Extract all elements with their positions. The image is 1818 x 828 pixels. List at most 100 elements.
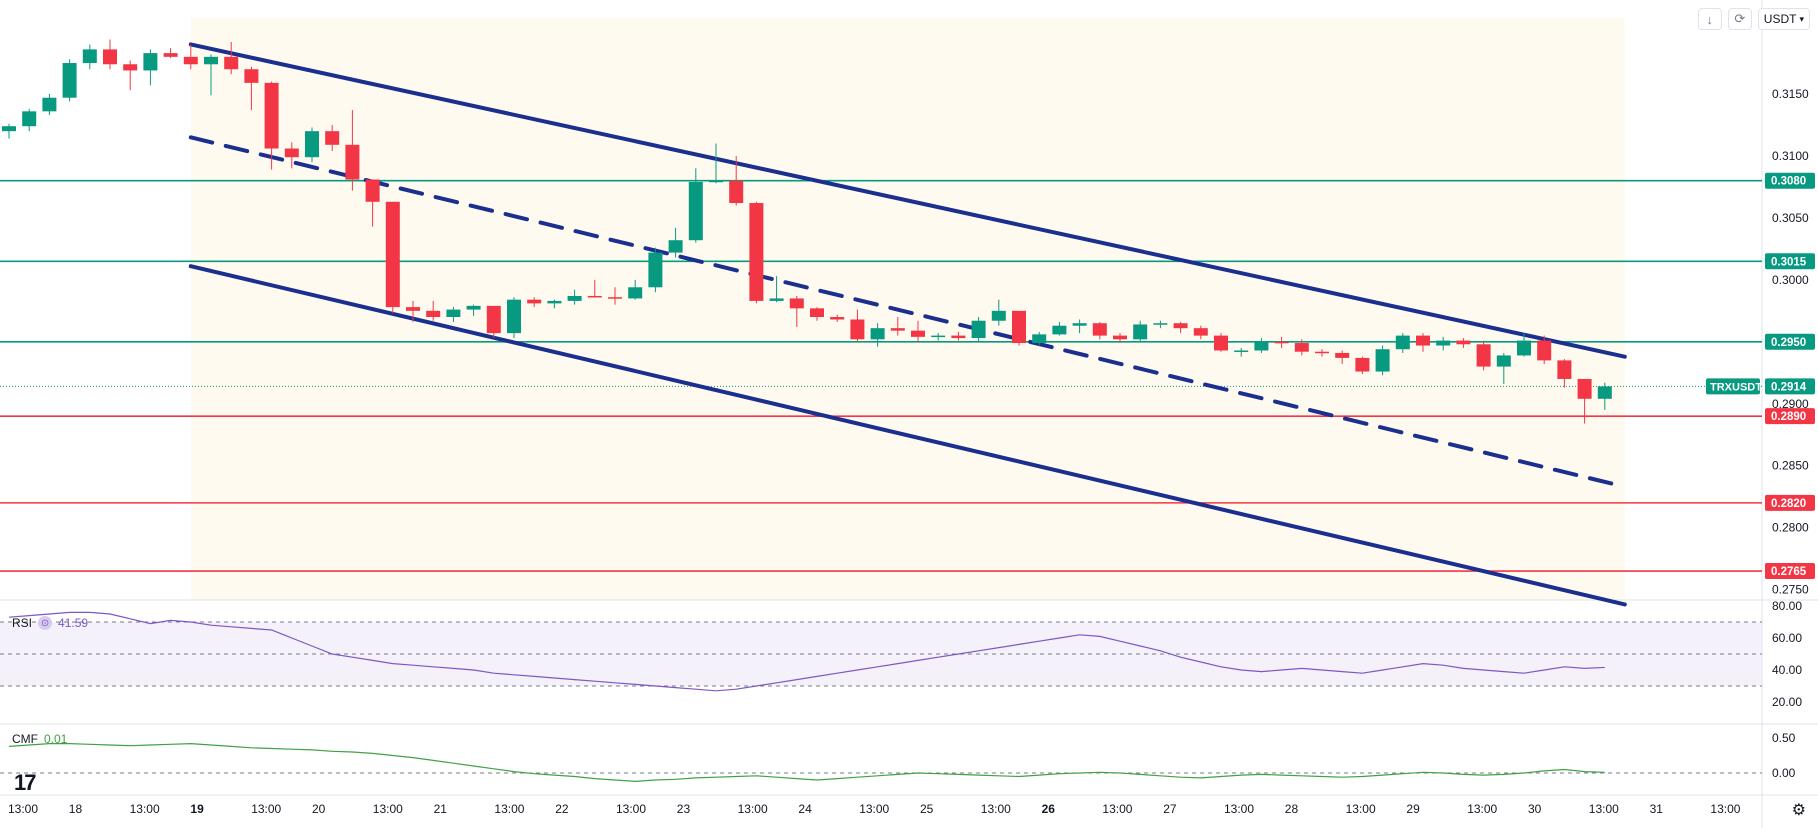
price-tick-label: 0.3050	[1772, 211, 1809, 225]
gear-icon[interactable]: ⚙	[1791, 802, 1806, 819]
candle-body	[1072, 323, 1087, 326]
candle-body	[62, 63, 77, 98]
candle-body	[608, 297, 622, 299]
candle-body	[224, 56, 239, 70]
candle-body	[1335, 352, 1350, 358]
candle-body	[103, 49, 117, 65]
candle-body	[1315, 351, 1329, 354]
candle-body	[1052, 325, 1067, 335]
candle-body	[931, 335, 946, 338]
symbol-tag	[1706, 378, 1760, 395]
rsi-visibility-icon[interactable]: ⊙	[38, 616, 53, 630]
candle-body	[1436, 340, 1451, 346]
candle-body	[385, 201, 400, 308]
candle-body	[547, 300, 562, 304]
time-tick-label: 13:00	[738, 802, 768, 816]
candle-body	[163, 53, 178, 57]
candle-body	[466, 305, 481, 310]
candle-body	[991, 310, 1006, 321]
candle-body	[446, 309, 461, 318]
candle-body	[426, 310, 441, 318]
time-tick-label: 29	[1406, 802, 1420, 816]
price-level-tag-label: 0.3015	[1771, 256, 1807, 268]
time-tick-label: 30	[1528, 802, 1542, 816]
candle-body	[749, 203, 764, 301]
time-tick-label: 24	[798, 802, 812, 816]
channel-middle-line	[188, 135, 1627, 489]
price-level-tag	[1765, 172, 1815, 189]
candle-body	[1577, 378, 1592, 399]
cmf-value: 0.01	[44, 732, 68, 746]
time-tick-label: 31	[1650, 802, 1664, 816]
time-tick-label: 13:00	[1224, 802, 1254, 816]
price-level-tag-label: 0.3080	[1771, 176, 1806, 188]
candle-body	[204, 56, 218, 65]
price-level-tag	[1765, 408, 1815, 425]
time-tick-label: 27	[1163, 802, 1177, 816]
candle-body	[365, 179, 380, 202]
currency-label: USDT	[1763, 12, 1797, 26]
candle-body	[183, 56, 198, 65]
rsi-value: 41.59	[58, 616, 89, 630]
currency-selector[interactable]: USDT ▾	[1757, 8, 1810, 30]
time-tick-label: 19	[190, 802, 204, 816]
time-tick-label: 20	[312, 802, 326, 816]
candle-body	[668, 240, 683, 253]
time-tick-label: 13:00	[1467, 802, 1497, 816]
candle-body	[305, 131, 319, 158]
candle-body	[1113, 335, 1127, 340]
candle-body	[911, 330, 925, 337]
candle-body	[870, 328, 885, 340]
channel-lower-line	[188, 264, 1627, 607]
candle-body	[244, 69, 259, 83]
candle-body	[1537, 340, 1552, 361]
cmf-label: CMF	[12, 732, 38, 746]
rsi-tick-label: 60.00	[1772, 631, 1802, 645]
price-level-tag-label: 0.2820	[1771, 498, 1806, 510]
cmf-tick-label: 0.00	[1772, 766, 1796, 780]
candle-body	[123, 64, 138, 71]
candle-body	[486, 305, 501, 334]
candle-body	[1254, 341, 1269, 351]
time-tick-label: 13:00	[1346, 802, 1376, 816]
cmf-legend[interactable]: CMF 0.01	[12, 732, 67, 746]
refresh-icon[interactable]: ⟳	[1727, 8, 1752, 30]
candle-body	[567, 295, 582, 301]
candle-body	[527, 299, 542, 304]
candle-body	[1294, 343, 1309, 352]
time-tick-label: 28	[1285, 802, 1299, 816]
candle-body	[769, 298, 784, 301]
candle-body	[1597, 386, 1612, 399]
candle-body	[507, 299, 521, 334]
candle-body	[1416, 335, 1430, 346]
candle-body	[143, 53, 158, 71]
candle-body	[82, 49, 97, 64]
candle-body	[789, 298, 804, 309]
price-tick-label: 0.2800	[1772, 521, 1809, 535]
time-tick-label: 18	[69, 802, 83, 816]
price-tick-label: 0.2750	[1772, 583, 1809, 597]
price-tick-label: 0.3150	[1772, 87, 1809, 101]
download-arrow-icon[interactable]: ↓	[1697, 8, 1722, 30]
candle-body	[1032, 334, 1047, 344]
last-price-tag-label: 0.2914	[1771, 381, 1807, 393]
last-price-tag	[1765, 378, 1815, 395]
channel-upper-line	[188, 42, 1627, 359]
candle-body	[890, 328, 905, 331]
chevron-down-icon: ▾	[1799, 13, 1804, 24]
candle-body	[729, 180, 744, 204]
candle-body	[1375, 349, 1390, 372]
time-tick-label: 13:00	[616, 802, 646, 816]
candle-body	[1092, 323, 1107, 336]
time-tick-label: 13:00	[1102, 802, 1132, 816]
rsi-legend[interactable]: RSI ⊙ 41.59	[12, 616, 88, 630]
candle-body	[42, 97, 57, 112]
rsi-tick-label: 80.00	[1772, 599, 1802, 613]
candle-body	[1355, 357, 1370, 372]
candle-body	[1496, 355, 1511, 367]
candle-body	[325, 131, 340, 145]
candle-body	[1193, 328, 1208, 336]
candle-body	[1173, 323, 1188, 329]
time-tick-label: 13:00	[1710, 802, 1740, 816]
